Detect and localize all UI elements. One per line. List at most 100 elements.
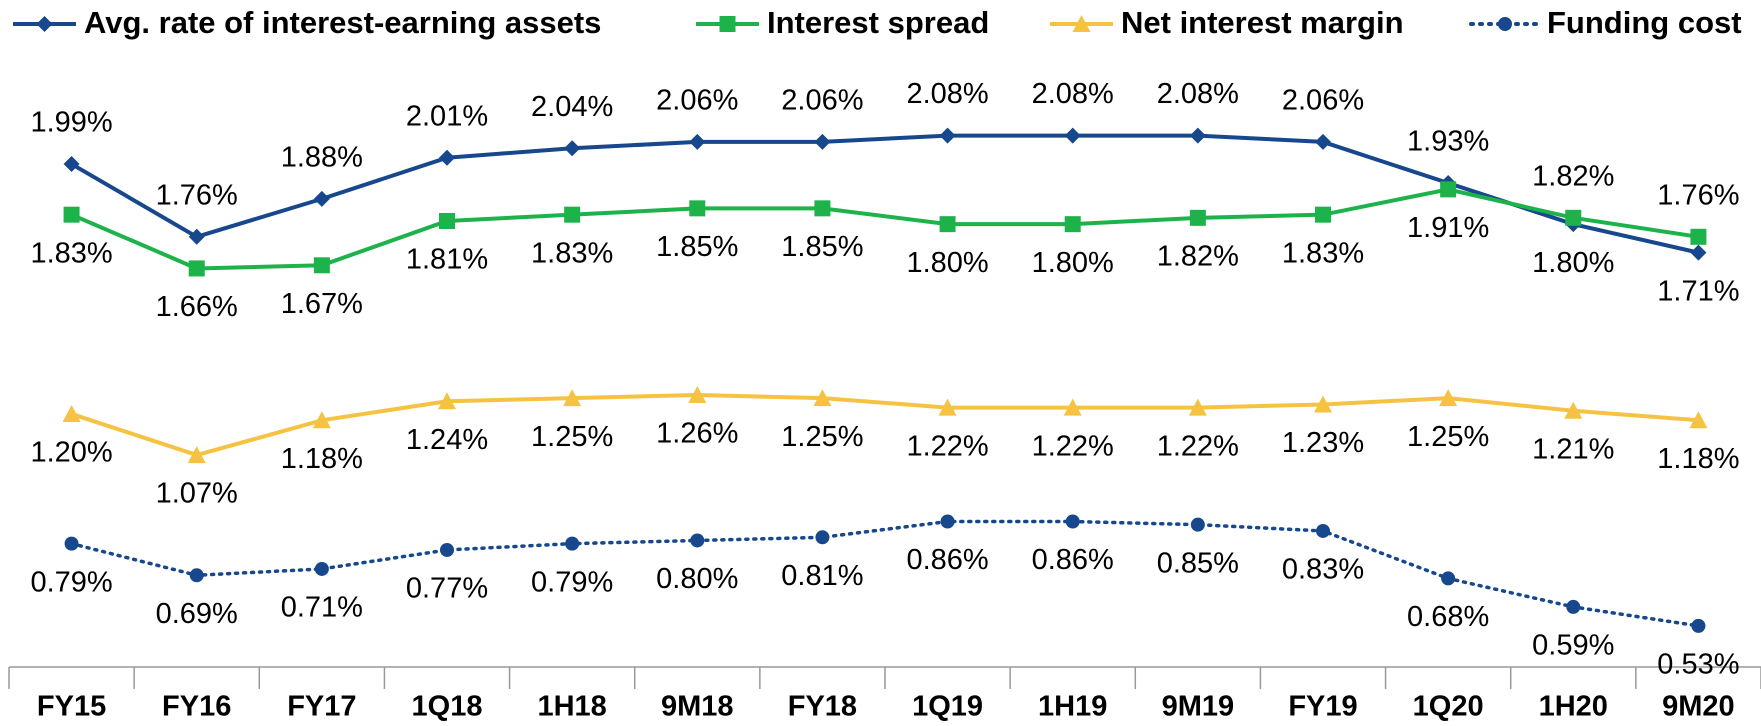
- data-label: 1.24%: [406, 424, 488, 456]
- point: [564, 206, 581, 223]
- point: [813, 389, 832, 407]
- point: [1065, 514, 1080, 529]
- point: [187, 446, 206, 464]
- point: [814, 133, 831, 150]
- data-label: 2.08%: [1157, 78, 1239, 110]
- point: [1565, 209, 1582, 226]
- data-label: 0.81%: [781, 560, 863, 592]
- data-label: 1.76%: [1657, 179, 1739, 211]
- data-label: 1.82%: [1157, 240, 1239, 272]
- data-label: 1.83%: [30, 237, 112, 269]
- legend-marker: [719, 16, 736, 32]
- point: [312, 411, 331, 429]
- x-tick-label: 1H20: [1539, 691, 1608, 723]
- data-label: 2.08%: [1032, 78, 1114, 110]
- legend-label: Avg. rate of interest-earning assets: [84, 5, 601, 40]
- x-tick-label: 1Q19: [912, 691, 983, 723]
- data-label: 2.04%: [531, 91, 613, 123]
- x-tick-label: FY18: [788, 691, 857, 723]
- point: [815, 530, 830, 545]
- data-label: 2.06%: [656, 85, 738, 117]
- point: [188, 228, 205, 245]
- data-label: 1.23%: [1282, 427, 1364, 459]
- point: [1690, 228, 1707, 245]
- data-label: 0.59%: [1532, 630, 1614, 662]
- data-label: 1.26%: [656, 418, 738, 450]
- x-tick-label: FY19: [1288, 691, 1357, 723]
- point: [563, 389, 582, 407]
- point: [1189, 209, 1206, 226]
- point: [438, 392, 456, 410]
- legend-label: Funding cost: [1547, 5, 1742, 40]
- data-label: 2.01%: [406, 100, 488, 132]
- point: [1566, 599, 1581, 614]
- data-label: 1.22%: [1032, 430, 1114, 462]
- data-label: 1.85%: [781, 231, 863, 263]
- point: [314, 561, 329, 576]
- data-label: 0.83%: [1282, 554, 1364, 586]
- data-label: 0.86%: [906, 544, 988, 576]
- series-line: [70, 133, 1699, 255]
- data-label: 1.25%: [531, 421, 613, 453]
- data-label: 0.79%: [30, 566, 112, 598]
- point: [64, 536, 79, 551]
- x-tick-label: FY16: [162, 691, 231, 723]
- point: [439, 149, 455, 166]
- point: [313, 257, 330, 274]
- point: [1441, 571, 1456, 586]
- point: [439, 212, 455, 229]
- data-label: 1.82%: [1532, 160, 1614, 192]
- point: [940, 514, 955, 529]
- data-label: 1.25%: [1407, 421, 1489, 453]
- point: [689, 133, 706, 150]
- data-label: 1.80%: [1032, 247, 1114, 279]
- point: [814, 200, 831, 217]
- legend-marker: [36, 16, 53, 32]
- point: [689, 200, 706, 217]
- data-label: 0.80%: [656, 563, 738, 595]
- data-label: 1.18%: [1657, 443, 1739, 475]
- data-label: 0.85%: [1157, 547, 1239, 579]
- data-label: 2.08%: [906, 78, 988, 110]
- point: [63, 206, 80, 223]
- data-label: 1.80%: [1532, 247, 1614, 279]
- point: [1188, 398, 1207, 416]
- data-label: 1.76%: [156, 179, 238, 211]
- point: [565, 536, 580, 551]
- data-label: 1.22%: [906, 430, 988, 462]
- data-label: 1.83%: [531, 237, 613, 269]
- data-label: 1.80%: [906, 247, 988, 279]
- data-label: 1.91%: [1407, 212, 1489, 244]
- point: [1063, 398, 1082, 416]
- data-label: 1.22%: [1157, 430, 1239, 462]
- data-label: 1.18%: [281, 443, 363, 475]
- data-label: 1.99%: [30, 107, 112, 139]
- point: [1064, 216, 1081, 233]
- data-label: 1.88%: [281, 142, 363, 174]
- legend-label: Net interest margin: [1121, 5, 1404, 40]
- data-label: 0.71%: [281, 592, 363, 624]
- series-line: [69, 519, 1701, 628]
- data-label: 1.25%: [781, 421, 863, 453]
- x-tick-label: 1Q18: [412, 691, 483, 723]
- point: [564, 140, 581, 157]
- point: [313, 190, 330, 207]
- point: [939, 216, 956, 233]
- point: [1314, 395, 1332, 413]
- data-label: 0.77%: [406, 573, 488, 605]
- point: [1316, 523, 1330, 538]
- legend-marker: [1072, 15, 1091, 32]
- data-label: 0.79%: [531, 566, 613, 598]
- data-label: 0.53%: [1657, 649, 1739, 681]
- point: [690, 533, 705, 548]
- legend-marker: [1498, 17, 1512, 31]
- point: [189, 568, 204, 583]
- data-label: 2.06%: [781, 85, 863, 117]
- x-tick-label: 1H19: [1038, 691, 1107, 723]
- x-tick-label: FY15: [37, 691, 106, 723]
- point: [1564, 401, 1583, 419]
- point: [1691, 618, 1706, 633]
- point: [938, 398, 957, 416]
- point: [440, 542, 454, 557]
